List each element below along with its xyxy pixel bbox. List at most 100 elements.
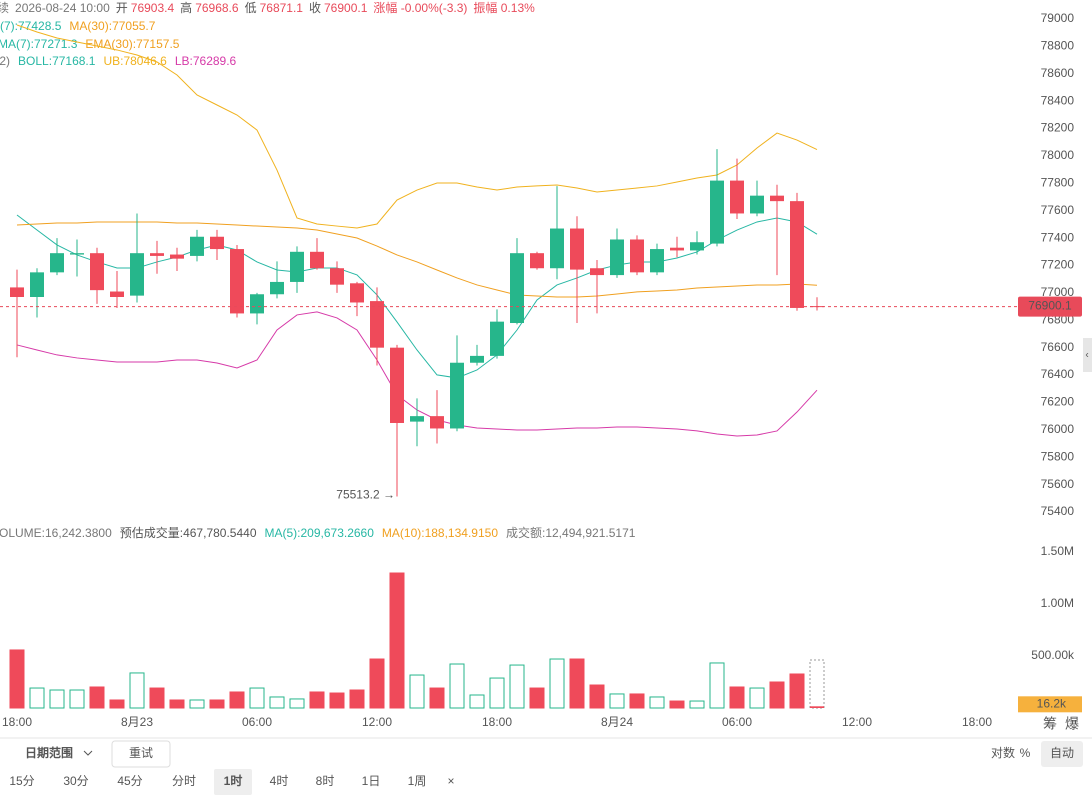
retry[interactable]: 重试 [129, 745, 153, 760]
interval[interactable]: 1周 [408, 774, 427, 788]
volume-bar [229, 691, 245, 709]
auto-button[interactable] [1041, 741, 1083, 767]
change: 涨幅 -0.00%(-3.3) [373, 0, 467, 15]
volume-bar [809, 659, 825, 709]
interval[interactable]: 30分 [63, 774, 88, 788]
interval[interactable]: 1时 [224, 773, 243, 788]
interval[interactable]: 分时 [172, 774, 196, 788]
volume-bar [369, 658, 385, 709]
legend-line: EMA(7):77271.3 EMA(30):77157.5 [0, 37, 180, 51]
legend-entry: VOLUME:16,242.3800 [0, 526, 112, 540]
candle-body [230, 249, 244, 314]
y-tick-label: 75400 [1041, 504, 1075, 518]
volume-tag [1018, 696, 1082, 713]
y-tick-label: 77000 [1041, 285, 1075, 299]
scale-option[interactable]: % [1020, 746, 1031, 760]
quote-label: 开 [116, 1, 128, 15]
candle-body [670, 247, 684, 251]
scale-option[interactable]: 自动 [1050, 746, 1074, 760]
volume-bar [669, 700, 685, 709]
candle-body [630, 239, 644, 273]
indicator-line [16, 214, 818, 379]
volume-bar [509, 664, 525, 709]
quote-label: 收 [309, 1, 321, 15]
candle-body [450, 362, 464, 429]
candle-body [130, 253, 144, 296]
legend-line: BOLL(20,2) BOLL:77168.1 UB:78046.6 LB:76289… [0, 54, 237, 68]
y-tick-label: 78200 [1041, 121, 1075, 135]
header-time: 2026-08-24 10:00 [15, 1, 110, 15]
interval[interactable]: 4时 [270, 774, 289, 788]
x-tick-label: 06:00 [242, 715, 272, 729]
candle-body [50, 253, 64, 273]
volume-bar [169, 699, 185, 709]
volume-bar [629, 693, 645, 709]
quote-value: 76968.6 [195, 1, 239, 15]
interval[interactable]: 1日 [362, 774, 381, 788]
x-tick-label: 18:00 [2, 715, 32, 729]
legend-entry: MA(30):77055.7 [69, 19, 155, 33]
interval[interactable]: × [447, 774, 454, 788]
candle-body [430, 416, 444, 429]
volume-bar [49, 689, 65, 709]
date-range[interactable]: 日期范围 [25, 745, 73, 760]
vol-tick-label: 1.50M [1041, 544, 1074, 558]
candle-body [790, 201, 804, 308]
scroll-handle[interactable] [1083, 338, 1092, 372]
candle-body [330, 268, 344, 285]
volume-bar [209, 699, 225, 709]
volume-tag-text: 16.2k [1037, 696, 1067, 710]
candle-body [250, 294, 264, 314]
scroll-arrow[interactable]: ‹ [1085, 350, 1088, 361]
volume-bar [409, 674, 425, 709]
volume-bar [129, 672, 145, 709]
y-tick-label: 77400 [1041, 230, 1075, 244]
candle-body [590, 268, 604, 276]
candle-body [490, 321, 504, 356]
interval[interactable]: 45分 [117, 774, 142, 788]
interval-selected-bg [214, 769, 252, 795]
volume-bar [389, 572, 405, 709]
y-tick-label: 79000 [1041, 11, 1075, 25]
indicator-line [16, 24, 818, 229]
candle-body [170, 254, 184, 259]
volume-bar [149, 687, 165, 709]
volume-bar [189, 699, 205, 709]
volume-bar [609, 693, 625, 709]
candle-body [290, 251, 304, 282]
indicator-line [16, 221, 818, 298]
volume-bar [769, 681, 785, 709]
scale-option[interactable]: 对数 [991, 745, 1015, 760]
candle-body [690, 242, 704, 251]
legend-entry: MA(7):77428.5 [0, 19, 62, 33]
interval[interactable]: 8时 [316, 774, 335, 788]
candle-body [530, 253, 544, 269]
candle-body [150, 253, 164, 256]
x-tick-label: 12:00 [362, 715, 392, 729]
volume-bar [429, 687, 445, 709]
volume-bar [9, 649, 25, 709]
volume-bar [569, 658, 585, 709]
candle-body [270, 281, 284, 295]
candle-body [210, 236, 224, 250]
candle-body [190, 236, 204, 256]
candle-body [350, 283, 364, 303]
candle-body [710, 180, 724, 244]
y-tick-label: 77200 [1041, 258, 1075, 272]
volume-bar [709, 662, 725, 709]
volume-bar [729, 686, 745, 709]
candle-body [70, 253, 84, 255]
legend-line: VOLUME:16,242.3800 预估成交量:467,780.5440 MA(5… [0, 525, 636, 540]
candle-body [770, 195, 784, 202]
candle-body [650, 249, 664, 273]
interval[interactable]: 15分 [9, 774, 34, 788]
retry-button[interactable] [111, 740, 171, 768]
x-tick-label: 8月24 [601, 715, 633, 729]
volume-bar [489, 677, 505, 709]
candle-body [390, 347, 404, 423]
dropdown-caret [83, 750, 93, 756]
quote-value: 76900.1 [324, 1, 368, 15]
candle-body [750, 195, 764, 214]
candle-body [510, 253, 524, 324]
